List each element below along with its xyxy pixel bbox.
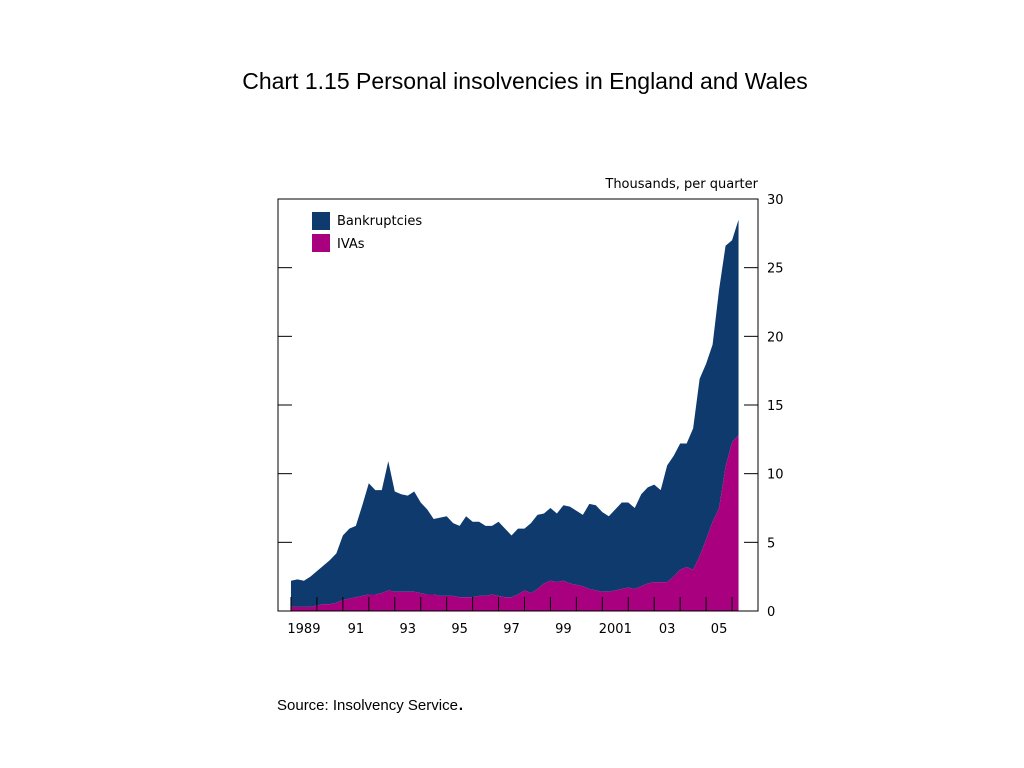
x-tick-label: 2001 <box>599 622 632 637</box>
y-tick-label: 5 <box>767 536 775 551</box>
area-series-bankruptcies <box>290 219 739 607</box>
source-note: Source: Insolvency Service. <box>277 690 464 716</box>
source-text: Source: Insolvency Service <box>277 697 458 714</box>
x-tick-label: 95 <box>451 622 468 637</box>
x-tick-label: 99 <box>555 622 572 637</box>
legend-swatch-ivas <box>312 234 330 252</box>
x-tick-label: 91 <box>348 622 365 637</box>
x-tick-label: 03 <box>659 622 676 637</box>
y-tick-label: 30 <box>767 193 784 208</box>
slide-title: Chart 1.15 Personal insolvencies in Engl… <box>242 68 808 94</box>
x-tick-label: 05 <box>711 622 728 637</box>
legend: Bankruptcies IVAs <box>312 212 422 252</box>
x-axis: 1989 91 93 95 97 99 2001 03 05 <box>287 597 733 637</box>
x-tick-label: 93 <box>399 622 416 637</box>
y-tick-label: 20 <box>767 330 784 345</box>
source-period: . <box>457 690 465 715</box>
y-axis: 0 5 10 15 20 25 30 <box>278 193 784 620</box>
x-tick-label: 97 <box>503 622 520 637</box>
y-tick-label: 0 <box>767 605 775 620</box>
area-series-ivas <box>290 435 739 611</box>
x-tick-label: 1989 <box>287 622 320 637</box>
y-axis-unit-label: Thousands, per quarter <box>604 177 758 192</box>
y-tick-label: 10 <box>767 468 784 483</box>
legend-label-bankruptcies: Bankruptcies <box>337 214 422 229</box>
y-tick-label: 15 <box>767 399 784 414</box>
legend-label-ivas: IVAs <box>337 237 365 252</box>
plot-area <box>277 198 759 612</box>
y-tick-label: 25 <box>767 262 784 277</box>
legend-swatch-bankruptcies <box>312 212 330 230</box>
